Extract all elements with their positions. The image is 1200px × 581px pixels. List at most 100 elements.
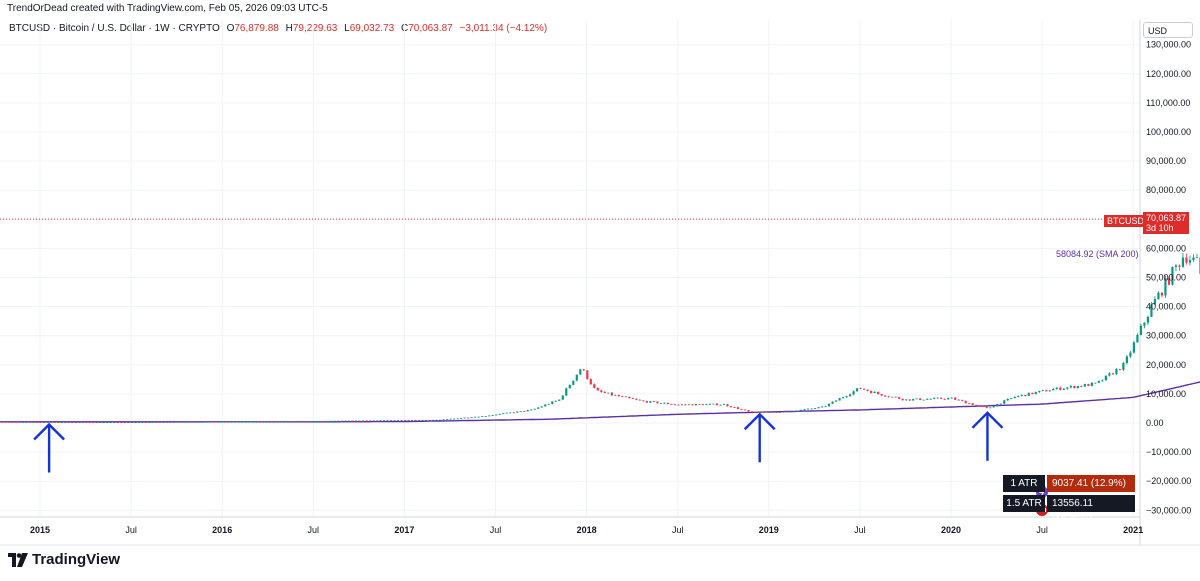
candle [197,421,200,423]
candle-body [491,415,494,416]
x-tick-label: 2017 [394,525,414,535]
candle-body [281,421,284,423]
candle [1171,266,1174,286]
candle-body [701,404,705,406]
candle-body [78,422,81,423]
candle [78,422,81,423]
candle [838,397,841,401]
symbol-description: BTCUSD · Bitcoin / U.S. Dollar · 1W · CR… [9,23,220,34]
candle [1017,395,1020,398]
candle [505,412,508,414]
candle [246,421,249,423]
candle-body [652,401,655,402]
x-tick-label: 2018 [577,525,597,535]
candle [453,418,456,420]
candle-body [428,419,431,421]
candle-body [183,421,186,423]
candle [775,412,778,413]
candle-body [1118,368,1121,370]
candle-body [1185,257,1188,263]
candle-body [1160,292,1164,296]
atr-panel: 1 ATR 9037.41 (12.9%) 1.5 ATR 13556.11 (… [1003,474,1135,526]
candle-body [936,397,939,399]
candle-body [617,395,620,397]
candle-body [642,400,645,402]
candle [684,403,687,406]
candle-body [323,420,326,422]
candle [1164,275,1167,298]
candle [1178,264,1181,271]
candle [575,374,578,382]
candle [761,411,764,413]
candle [708,403,712,405]
candle-body [978,405,981,407]
candle [544,404,547,407]
candle-body [365,420,368,422]
candle-body [1045,390,1048,392]
candle-body [15,422,18,423]
candle [540,406,543,408]
candle [1090,382,1093,387]
sma-200-layer [0,381,1200,423]
candle [950,397,953,399]
candle [957,399,960,401]
candle [572,380,575,386]
ohlc-legend: BTCUSD · Bitcoin / U.S. Dollar · 1W · CR… [9,23,547,34]
candle-body [866,389,869,391]
candle [1150,301,1153,318]
candle-body [992,406,995,408]
x-tick-label: Jul [672,525,684,535]
candle-body [803,409,806,411]
candle [43,422,46,423]
candle [884,395,887,398]
candle-body [561,395,564,400]
axis-frame [0,20,1200,546]
candle [316,421,319,422]
candle-body [687,404,691,406]
candle-body [733,407,736,409]
candle-body [330,420,333,422]
candle-body [537,407,540,409]
candle [523,410,526,412]
candle-body [610,392,613,396]
candle-body [1076,386,1079,389]
currency-selector[interactable]: USD [1143,22,1193,38]
candle-body [186,421,189,423]
candle-body [1146,316,1150,323]
candle [610,391,613,397]
candle-body [344,420,347,422]
candle [1080,385,1083,388]
candle-body [1006,398,1009,401]
candle-body [432,419,435,421]
candle [1143,322,1146,329]
candle [659,403,662,404]
candle-body [81,422,84,423]
candle [274,421,277,423]
candle [558,399,561,401]
candle-body [1062,388,1065,390]
candle-body [270,421,274,423]
candle [207,421,210,423]
candle [1041,389,1044,392]
candle-body [295,421,298,422]
candle [179,421,182,423]
y-tick-label: −20,000.00 [1146,476,1191,486]
arrow-head [971,411,1004,429]
open-label: O [226,23,235,34]
candle [589,378,592,385]
candle [859,387,862,390]
candle-body [1097,380,1100,383]
candle [46,422,49,423]
candle-body [593,384,596,388]
candle [29,422,32,423]
candle-body [22,422,25,423]
candle [1115,367,1118,375]
candle [940,397,943,400]
candle-body [750,411,754,413]
blue-up-arrow [971,411,1004,461]
candle-body [614,395,617,396]
candle-body [670,404,673,405]
candle [446,419,449,420]
candle-body [502,413,505,415]
